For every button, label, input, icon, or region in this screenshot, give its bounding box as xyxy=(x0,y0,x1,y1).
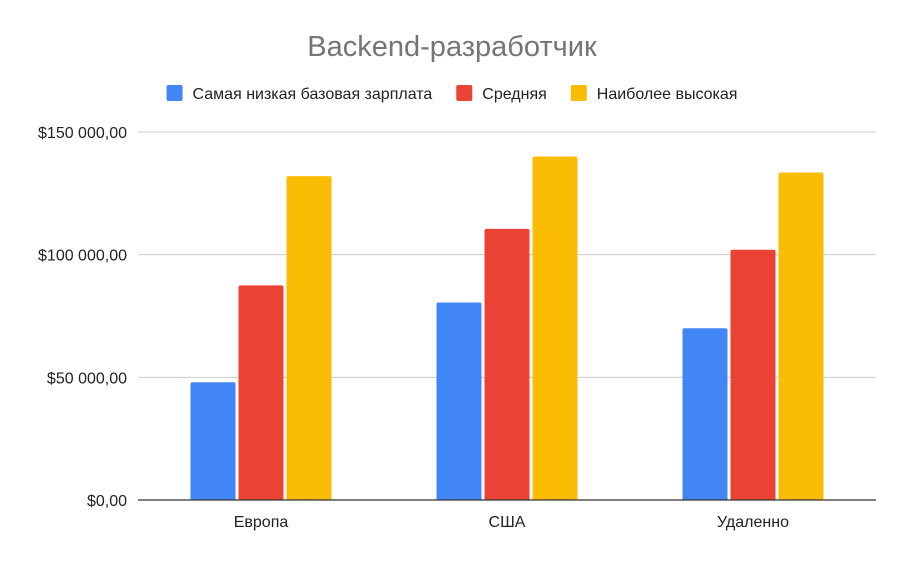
bar xyxy=(238,285,284,500)
legend-label: Наиболее высокая xyxy=(597,86,738,103)
bar xyxy=(682,328,728,500)
bars xyxy=(190,156,824,501)
legend-swatch xyxy=(166,85,183,101)
chart-title: Backend-разработчик xyxy=(307,31,597,63)
bar xyxy=(286,176,332,500)
x-tick-label: США xyxy=(489,514,526,531)
y-tick-label: $0,00 xyxy=(87,493,127,510)
bar xyxy=(436,302,482,500)
x-axis-tick-labels: Европа США Удаленно xyxy=(234,514,789,531)
x-tick-label: Европа xyxy=(234,514,289,531)
x-tick-label: Удаленно xyxy=(717,514,789,531)
bar xyxy=(532,156,578,501)
bar xyxy=(484,228,530,500)
legend: Самая низкая базовая зарплата Средняя Наиб… xyxy=(166,85,738,103)
y-tick-label: $50 000,00 xyxy=(47,370,127,387)
bar xyxy=(730,249,776,500)
y-axis-tick-labels: $0,00 $50 000,00 $100 000,00 $150 000,00 xyxy=(38,125,127,510)
legend-swatch xyxy=(456,85,473,101)
legend-swatch xyxy=(570,85,587,101)
legend-label: Самая низкая базовая зарплата xyxy=(193,86,433,103)
bar xyxy=(778,172,824,501)
bar xyxy=(190,382,236,500)
y-tick-label: $150 000,00 xyxy=(38,125,127,142)
legend-label: Средняя xyxy=(482,86,547,103)
y-tick-label: $100 000,00 xyxy=(38,248,127,265)
